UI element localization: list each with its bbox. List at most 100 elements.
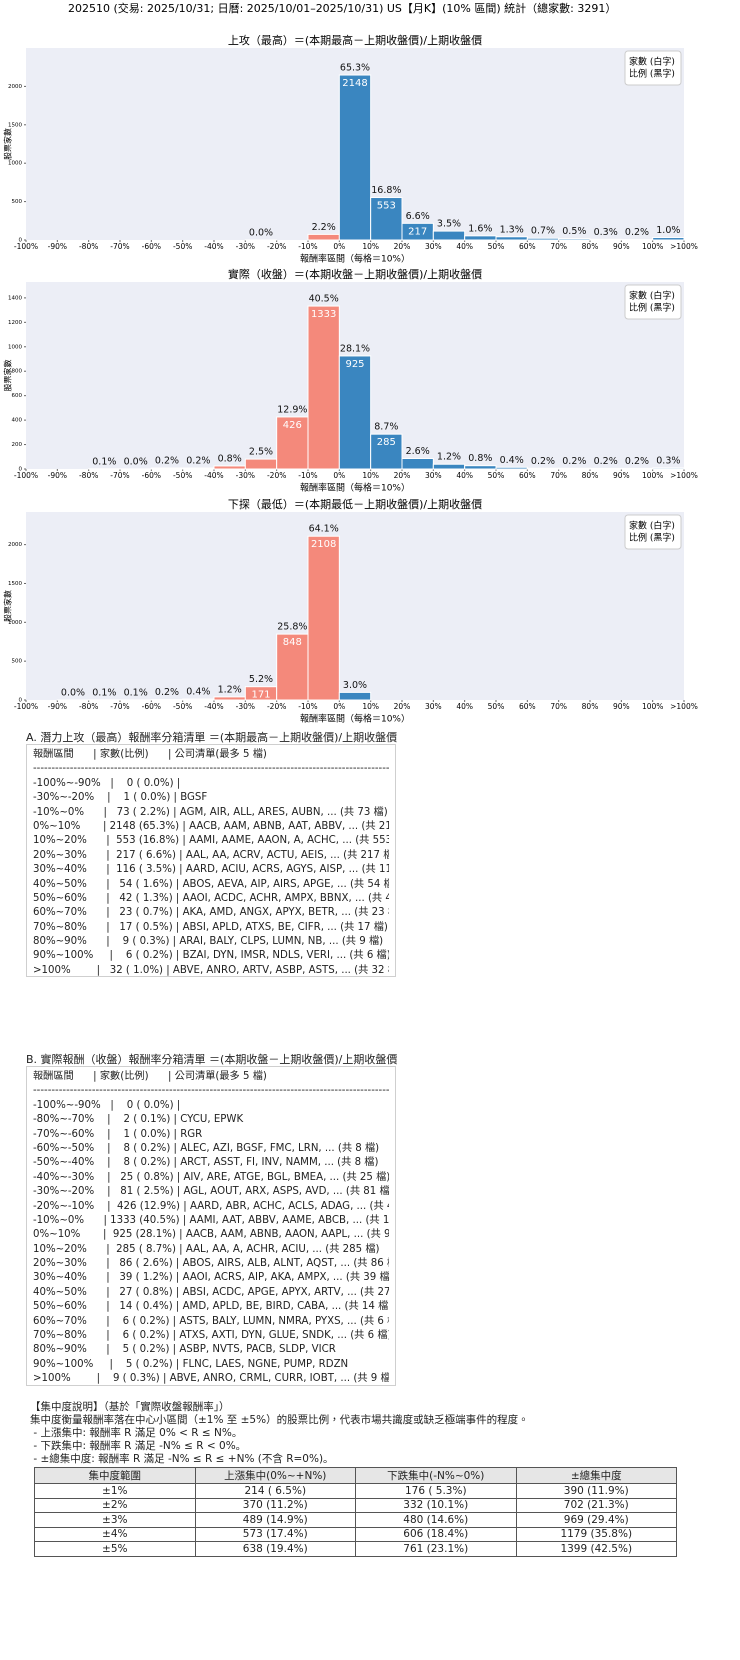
table-cell: 969 (29.4%) <box>515 1512 677 1528</box>
x-tick-label: 0% <box>333 702 345 711</box>
table-cell: ±1% <box>34 1483 196 1499</box>
x-tick-label: -30% <box>236 242 255 251</box>
list-row: 90%~100% | 6 ( 0.2%) | BZAI, DYN, IMSR, … <box>33 950 389 962</box>
share-label: 0.2% <box>155 456 179 467</box>
count-label: 171 <box>251 690 270 701</box>
share-label: 1.2% <box>437 452 461 463</box>
share-label: 1.6% <box>468 223 492 234</box>
x-tick-label: 30% <box>425 702 442 711</box>
y-axis-label: 股票家數 <box>3 128 13 160</box>
y-tick-label: 2000 <box>8 84 22 90</box>
bar <box>150 698 184 701</box>
share-label: 0.3% <box>594 227 618 238</box>
table-row: ±5% 638 (19.4%) 761 (23.1%) 1399 (42.5%) <box>34 1541 677 1557</box>
share-label: 0.1% <box>92 687 116 698</box>
list-row: 10%~20% | 553 (16.8%) | AAMI, AAME, AAON… <box>33 835 389 847</box>
table-row: ±1% 214 ( 6.5%) 176 ( 5.3%) 390 (11.9%) <box>34 1483 677 1499</box>
share-label: 0.0% <box>61 687 85 698</box>
x-tick-label: 90% <box>613 242 630 251</box>
bar <box>213 465 246 470</box>
list-row: -40%~-30% | 25 ( 0.8%) | AIV, ARE, ATGE,… <box>33 1171 389 1183</box>
bar <box>338 355 372 470</box>
table-cell: 761 (23.1%) <box>355 1541 517 1557</box>
x-tick-label: -50% <box>173 702 192 711</box>
list-title: B. 實際報酬（收盤）報酬率分箱清單 ＝(本期收盤－上期收盤價)/上期收盤價 <box>26 1053 398 1066</box>
y-tick-label: 0 <box>19 238 23 244</box>
x-tick-label: -70% <box>110 471 129 480</box>
x-tick-label: 90% <box>613 471 630 480</box>
table-cell: 480 (14.6%) <box>355 1512 517 1528</box>
table-cell: ±5% <box>34 1541 196 1557</box>
list-row: 80%~90% | 9 ( 0.3%) | ARAI, BALY, CLPS, … <box>33 936 384 948</box>
table-header-row: 集中度範圍 上漲集中(0%~+N%) 下跌集中(-N%~0%) ±總集中度 <box>34 1467 677 1484</box>
bar <box>558 467 591 470</box>
chart-title: 上攻（最高）＝(本期最高－上期收盤價)/上期收盤價 <box>228 33 482 47</box>
x-tick-label: 50% <box>488 242 505 251</box>
y-tick-label: 1400 <box>8 295 22 301</box>
list-row: 70%~80% | 6 ( 0.2%) | ATXS, AXTI, DYN, G… <box>33 1330 389 1342</box>
x-tick-label: -60% <box>142 702 161 711</box>
y-tick-label: 1000 <box>8 344 22 350</box>
count-label: 925 <box>345 359 364 370</box>
list-row: -100%~-90% | 0 ( 0.0%) | <box>33 1099 181 1111</box>
y-tick-label: 0 <box>19 467 23 473</box>
table-cell: 489 (14.9%) <box>194 1512 356 1528</box>
table-header-cell: 上漲集中(0%~+N%) <box>194 1467 356 1484</box>
count-label: 217 <box>408 226 427 237</box>
share-label: 0.2% <box>155 687 179 698</box>
share-label: 0.2% <box>625 227 649 238</box>
x-tick-label: -60% <box>142 471 161 480</box>
bar <box>464 465 497 470</box>
share-label: 0.2% <box>186 456 210 467</box>
list-row: 10%~20% | 285 ( 8.7%) | AAL, AA, A, ACHR… <box>33 1243 380 1255</box>
share-label: 64.1% <box>309 524 339 535</box>
bar <box>495 236 528 241</box>
list-row: -20%~-10% | 426 (12.9%) | AARD, ABR, ACH… <box>33 1200 389 1212</box>
x-tick-label: -100% <box>14 242 38 251</box>
share-label: 2.5% <box>249 447 273 458</box>
legend-box <box>624 50 682 86</box>
list-row: 60%~70% | 6 ( 0.2%) | ASTS, BALY, LUMN, … <box>33 1315 389 1327</box>
y-tick-label: 1500 <box>8 122 22 128</box>
list-row: 80%~90% | 5 ( 0.2%) | ASBP, NVTS, PACB, … <box>33 1344 336 1356</box>
bar <box>558 238 591 241</box>
concentration-notes: 【集中度說明】（基於「實際收盤報酬率」） 集中度衡量報酬率落在中心小區間（±1%… <box>30 1401 529 1466</box>
list-row: -50%~-40% | 8 ( 0.2%) | ARCT, ASST, FI, … <box>33 1157 379 1169</box>
count-label: 285 <box>377 437 396 448</box>
x-tick-label: -30% <box>236 471 255 480</box>
table-cell: 370 (11.2%) <box>194 1497 356 1513</box>
y-axis-label: 股票家數 <box>3 360 13 392</box>
share-label: 0.8% <box>218 453 242 464</box>
x-axis-label: 報酬率區間（每格＝10%） <box>300 482 410 494</box>
x-tick-label: 0% <box>333 471 345 480</box>
x-tick-label: -30% <box>236 702 255 711</box>
x-tick-label: >100% <box>670 471 698 480</box>
y-axis-label: 股票家數 <box>3 590 13 622</box>
count-label: 848 <box>283 637 302 648</box>
share-label: 0.1% <box>92 456 116 467</box>
bar <box>370 433 403 470</box>
count-label: 2108 <box>311 539 336 550</box>
x-tick-label: -50% <box>173 471 192 480</box>
bar <box>182 698 215 701</box>
bar <box>307 535 340 701</box>
x-tick-label: 40% <box>456 471 473 480</box>
x-tick-label: 100% <box>642 702 663 711</box>
x-axis-label: 報酬率區間（每格＝10%） <box>300 713 410 725</box>
list-header: 報酬區間 | 家數(比例) | 公司清單(最多 5 檔) <box>33 1071 267 1082</box>
bar <box>401 457 434 470</box>
share-label: 0.0% <box>124 456 148 467</box>
table-row: ±2% 370 (11.2%) 332 (10.1%) 702 (21.3%) <box>34 1497 677 1513</box>
legend-text: 家數 (白字) <box>629 520 675 532</box>
list-row: 40%~50% | 27 ( 0.8%) | ABSI, ACDC, APGE,… <box>33 1286 389 1298</box>
y-tick-label: 1200 <box>8 320 22 326</box>
list-row: -10%~0% | 73 ( 2.2%) | AGM, AIR, ALL, AR… <box>33 806 388 818</box>
table-cell: 638 (19.4%) <box>194 1541 356 1557</box>
x-tick-label: 20% <box>394 242 411 251</box>
share-label: 0.2% <box>562 456 586 467</box>
table-cell: 702 (21.3%) <box>515 1497 677 1513</box>
x-tick-label: -20% <box>267 242 286 251</box>
x-tick-label: -10% <box>298 242 317 251</box>
bar <box>589 238 622 241</box>
